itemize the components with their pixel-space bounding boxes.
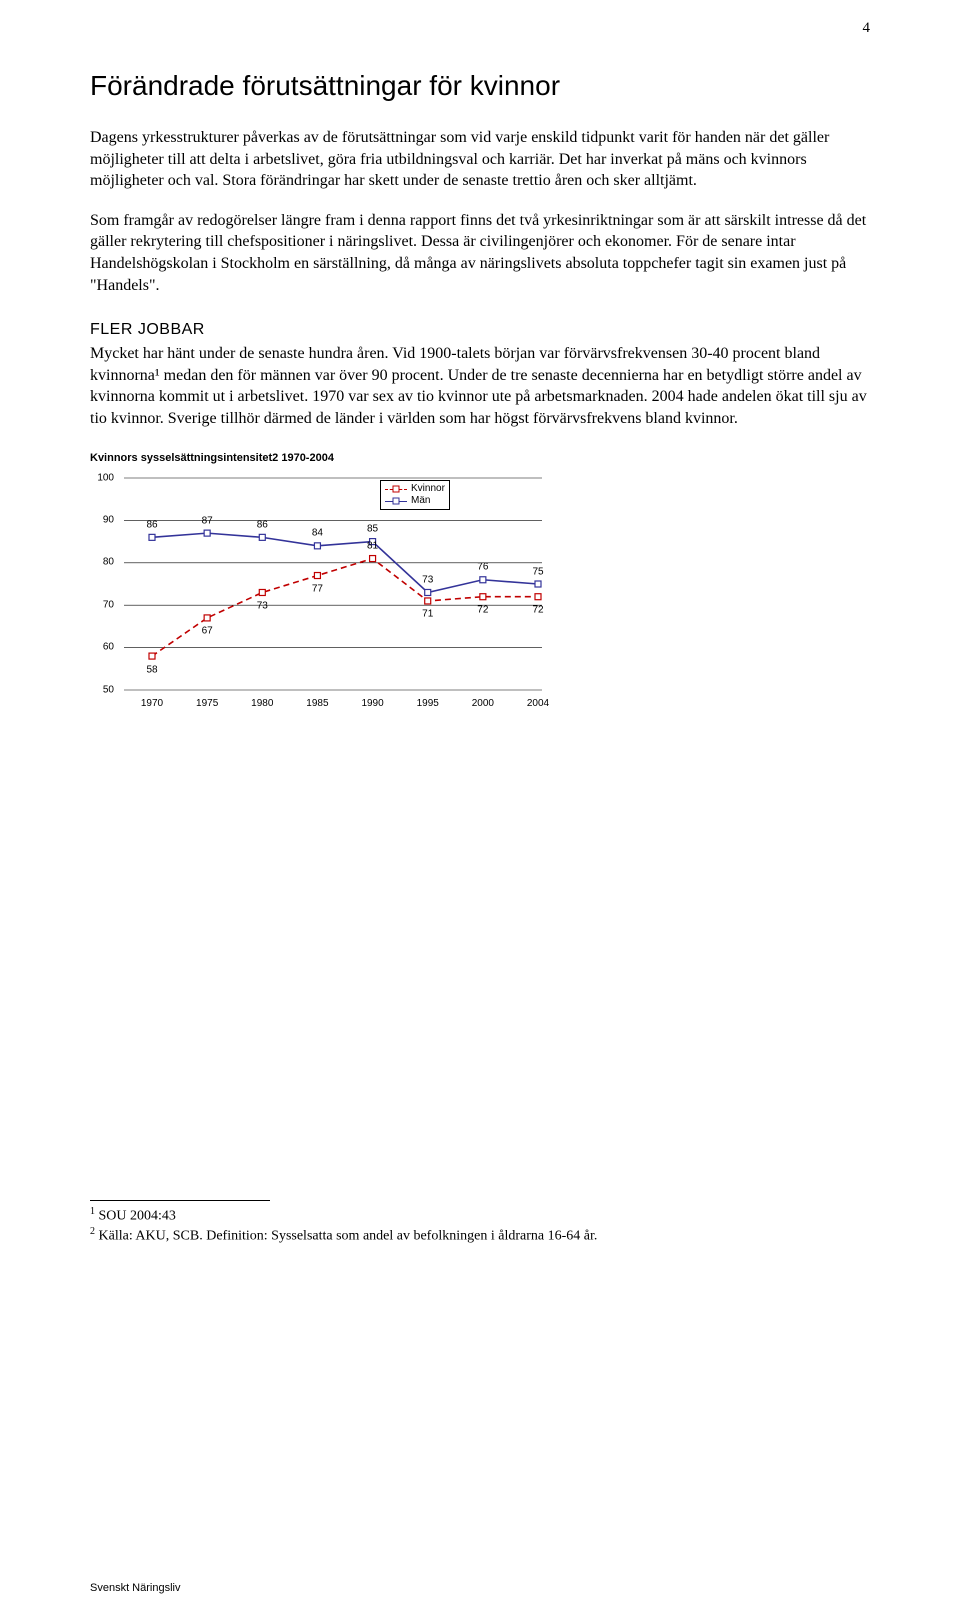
data-label: 81 [361, 541, 385, 552]
x-tick-label: 1980 [242, 698, 282, 709]
marker [314, 572, 320, 578]
data-label: 71 [416, 609, 440, 620]
y-tick-label: 50 [90, 684, 114, 695]
data-label: 72 [526, 605, 550, 616]
paragraph-3: Mycket har hänt under de senaste hundra … [90, 343, 870, 429]
data-label: 67 [195, 626, 219, 637]
x-tick-label: 1990 [353, 698, 393, 709]
y-tick-label: 100 [90, 472, 114, 483]
employment-chart: 58 67 73 77 81 71 72 72 86 87 86 84 85 73 76 75 50 60 70 80… [90, 470, 590, 750]
data-label: 76 [471, 562, 495, 573]
legend-label: Kvinnor [411, 483, 445, 495]
footnote-2: 2 Källa: AKU, SCB. Definition: Sysselsat… [90, 1225, 870, 1246]
y-tick-label: 90 [90, 514, 114, 525]
legend-item: Kvinnor [385, 483, 445, 495]
y-tick-label: 70 [90, 599, 114, 610]
data-label: 75 [526, 566, 550, 577]
y-tick-label: 60 [90, 642, 114, 653]
page-number: 4 [863, 20, 871, 37]
footnote-rule [90, 1200, 270, 1201]
marker [204, 530, 210, 536]
marker [259, 589, 265, 595]
marker [535, 593, 541, 599]
marker [425, 589, 431, 595]
marker [425, 597, 431, 603]
x-tick-label: 2000 [463, 698, 503, 709]
data-label: 73 [250, 601, 274, 612]
marker [314, 542, 320, 548]
paragraph-2: Som framgår av redogörelser längre fram … [90, 210, 870, 296]
footnote-1-text: SOU 2004:43 [99, 1208, 176, 1223]
marker [149, 653, 155, 659]
legend-label: Män [411, 495, 430, 507]
marker [259, 534, 265, 540]
marker [535, 581, 541, 587]
x-tick-label: 2004 [518, 698, 558, 709]
document-page: 4 Förändrade förutsättningar för kvinnor… [0, 0, 960, 1612]
data-label: 72 [471, 605, 495, 616]
x-tick-label: 1975 [187, 698, 227, 709]
legend-item: Män [385, 495, 445, 507]
x-tick-label: 1970 [132, 698, 172, 709]
marker [149, 534, 155, 540]
chart-legend: KvinnorMän [380, 480, 450, 510]
x-tick-label: 1985 [297, 698, 337, 709]
y-tick-label: 80 [90, 557, 114, 568]
marker [480, 576, 486, 582]
x-tick-label: 1995 [408, 698, 448, 709]
data-label: 73 [416, 575, 440, 586]
marker [370, 555, 376, 561]
footer-text: Svenskt Näringsliv [90, 1582, 180, 1594]
data-label: 85 [361, 524, 385, 535]
data-label: 87 [195, 515, 219, 526]
page-title: Förändrade förutsättningar för kvinnor [90, 70, 870, 102]
data-label: 86 [140, 519, 164, 530]
paragraph-1: Dagens yrkesstrukturer påverkas av de fö… [90, 127, 870, 192]
chart-title: Kvinnors sysselsättningsintensitet2 1970… [90, 452, 870, 464]
footnote-2-text: Källa: AKU, SCB. Definition: Sysselsatta… [99, 1229, 598, 1244]
footnote-1: 1 SOU 2004:43 [90, 1205, 870, 1226]
section-heading: FLER JOBBAR [90, 321, 870, 339]
data-label: 58 [140, 664, 164, 675]
marker [204, 614, 210, 620]
data-label: 84 [305, 528, 329, 539]
data-label: 77 [305, 584, 329, 595]
marker [480, 593, 486, 599]
data-label: 86 [250, 519, 274, 530]
